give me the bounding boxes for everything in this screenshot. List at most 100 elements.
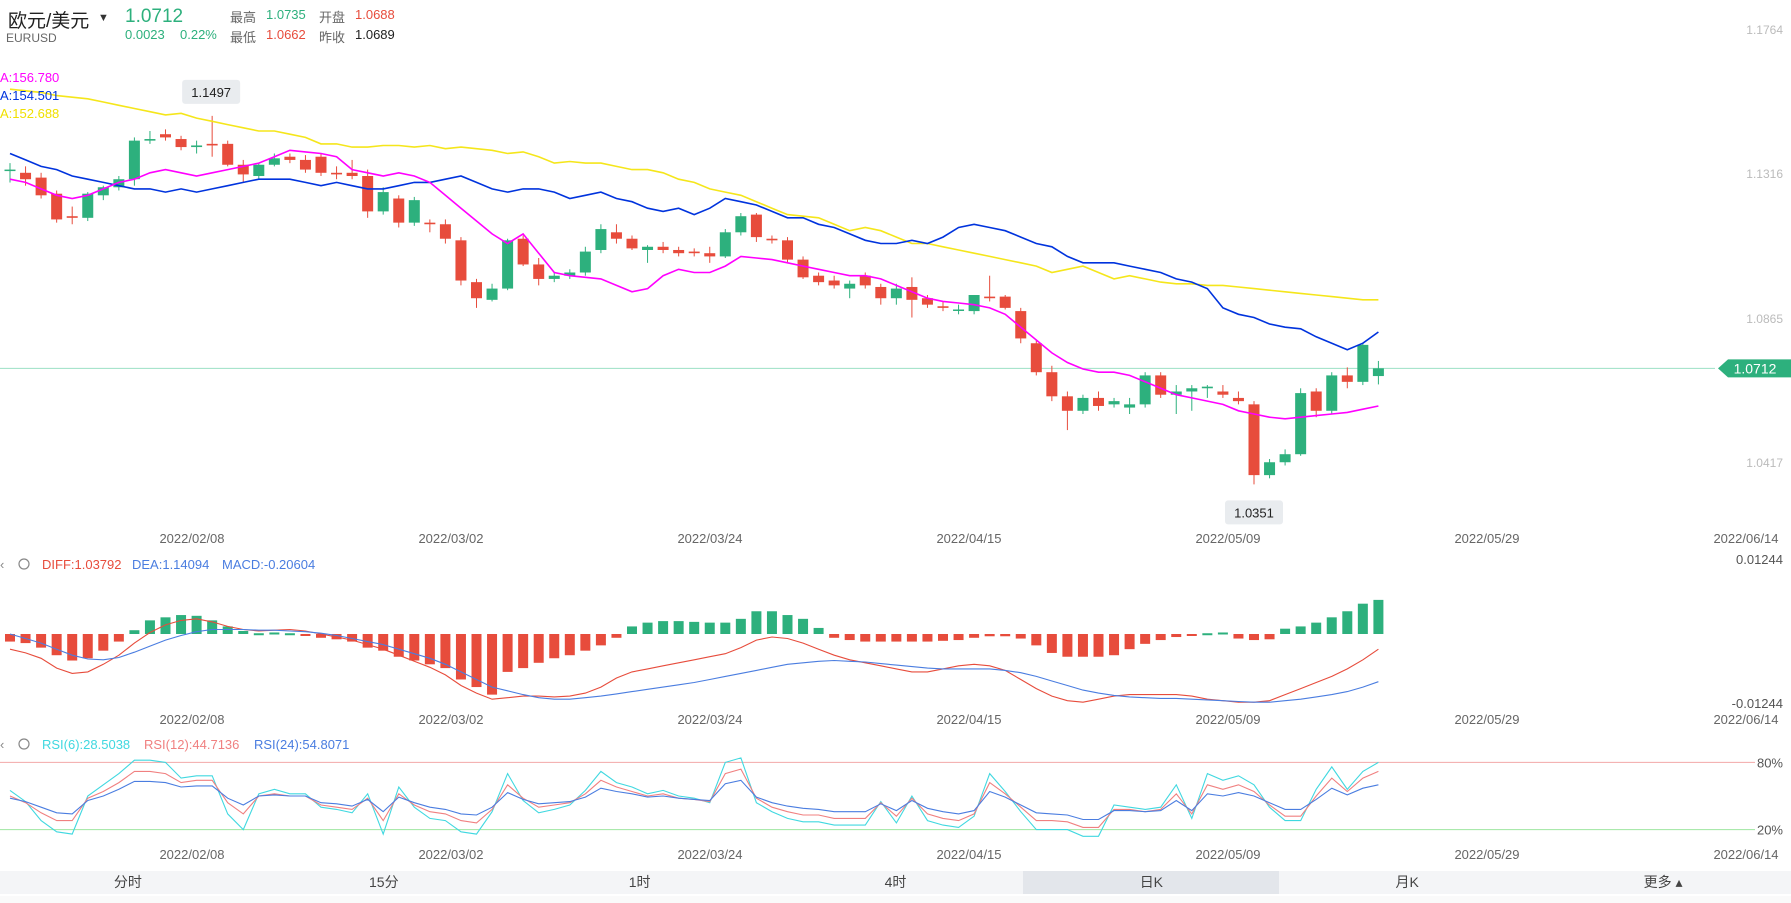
rsi12-label: RSI(12):44.7136 (144, 737, 239, 752)
candle-body (82, 193, 94, 218)
candle-body (984, 296, 996, 299)
interval-tabs: 分时 15分 1时 4时 日K 月K 更多 ▴ (0, 871, 1791, 894)
macd-bar (549, 634, 560, 659)
date-tick-rsi: 2022/04/15 (936, 847, 1001, 862)
rsi-level-low: 20% (1757, 823, 1783, 838)
candle-body (828, 280, 840, 286)
candle-body (144, 139, 156, 141)
candle-body (704, 253, 716, 257)
ma-long-line (9, 88, 1379, 301)
macd-bar (160, 617, 171, 634)
candle-body (1108, 401, 1120, 405)
macd-bar (1031, 634, 1042, 646)
candle-body (160, 134, 171, 138)
date-tick-macd: 2022/03/24 (677, 712, 742, 727)
candle-body (1217, 391, 1229, 395)
date-tick-main: 2022/04/15 (936, 531, 1001, 546)
macd-bar (455, 634, 466, 680)
low-label: 最低 (230, 30, 257, 45)
candle-body (1201, 386, 1213, 389)
date-tick-macd: 2022/04/15 (936, 712, 1001, 727)
macd-bar (471, 634, 482, 688)
tab-4[interactable]: 日K (1023, 871, 1280, 894)
candle-body (502, 240, 514, 289)
open-value: 1.0688 (355, 7, 395, 22)
candle-body (222, 143, 234, 165)
candle-body (299, 159, 311, 170)
macd-bar (98, 634, 109, 651)
candle-body (1124, 404, 1136, 408)
candle-body (1046, 372, 1058, 397)
tab-5[interactable]: 月K (1395, 874, 1419, 890)
macd-bar (751, 611, 762, 634)
ma-short-line (9, 149, 1379, 420)
macd-bar (1171, 634, 1182, 638)
candle-body (517, 238, 529, 265)
candle-body (688, 251, 700, 254)
macd-bar (673, 621, 684, 634)
macd-bar (502, 634, 513, 672)
candle-body (1030, 343, 1042, 373)
symbol-dropdown-icon[interactable]: ▼ (98, 12, 109, 24)
tab-6[interactable]: 更多 ▴ (1643, 874, 1683, 890)
candle-body (284, 156, 296, 160)
tab-2[interactable]: 1时 (628, 874, 651, 890)
date-tick-rsi: 2022/03/02 (418, 847, 483, 862)
macd-bar (984, 634, 995, 637)
macd-bar (658, 621, 669, 634)
tab-1[interactable]: 15分 (369, 874, 399, 890)
candle-body (268, 158, 280, 165)
high-marker-box (182, 79, 241, 104)
date-tick-macd: 2022/05/29 (1454, 712, 1519, 727)
candle-body (455, 240, 467, 281)
tab-0[interactable]: 分时 (113, 874, 142, 890)
candle-body (471, 282, 482, 299)
macd-bar (844, 634, 855, 641)
macd-bar (798, 618, 809, 634)
macd-bar (642, 622, 653, 634)
rsi-level-high: 80% (1757, 755, 1783, 770)
candle-body (331, 172, 343, 175)
kline-chart[interactable]: 1.1764 1.1316 1.0865 1.0417 A:156.780 A:154.5… (0, 0, 1791, 870)
macd-bar (1295, 626, 1306, 634)
candle-body (191, 145, 203, 148)
symbol-name[interactable]: 欧元/美元 (8, 11, 90, 32)
candle-body (439, 224, 451, 239)
candle-body (673, 249, 685, 254)
candle-body (486, 288, 498, 300)
candle-body (1139, 375, 1151, 405)
macd-axis-bottom: -0.01244 (1732, 696, 1783, 711)
candle-body (782, 240, 793, 260)
macd-bar (1186, 634, 1197, 636)
candle-body (797, 259, 809, 278)
date-tick-main: 2022/03/24 (677, 531, 742, 546)
macd-bar (1249, 634, 1259, 641)
macd-diff-line (9, 618, 1379, 703)
macd-bar (222, 626, 233, 634)
macd-bar (144, 620, 155, 634)
low-marker-box (1225, 500, 1283, 525)
last-price-tag-label: 1.0712 (1734, 360, 1777, 376)
macd-bar (1342, 611, 1353, 634)
candle-body (921, 298, 933, 305)
macd-axis-top: 0.01244 (1736, 552, 1783, 567)
macd-bar (875, 634, 886, 642)
candle-body (1326, 375, 1338, 411)
candle-body (1232, 397, 1244, 402)
candle-body (377, 192, 389, 212)
candle-body (999, 296, 1011, 308)
candle-body (937, 306, 949, 308)
macd-settings-icon (18, 558, 30, 570)
date-tick-rsi: 2022/06/14 (1713, 847, 1778, 862)
date-tick-rsi: 2022/02/08 (159, 847, 224, 862)
macd-bar (207, 620, 218, 634)
candle-body (1170, 391, 1182, 395)
high-label: 最高 (230, 10, 257, 25)
macd-bar (704, 622, 715, 634)
quote-header: 欧元/美元 ▼ EURUSD 1.0712 0.0023 0.22% 最高 1.… (0, 0, 1791, 50)
candle-body (735, 216, 747, 233)
macd-bar (922, 634, 933, 642)
macd-bar (424, 634, 435, 665)
macd-bar (1264, 634, 1275, 640)
tab-3[interactable]: 4时 (884, 874, 907, 890)
